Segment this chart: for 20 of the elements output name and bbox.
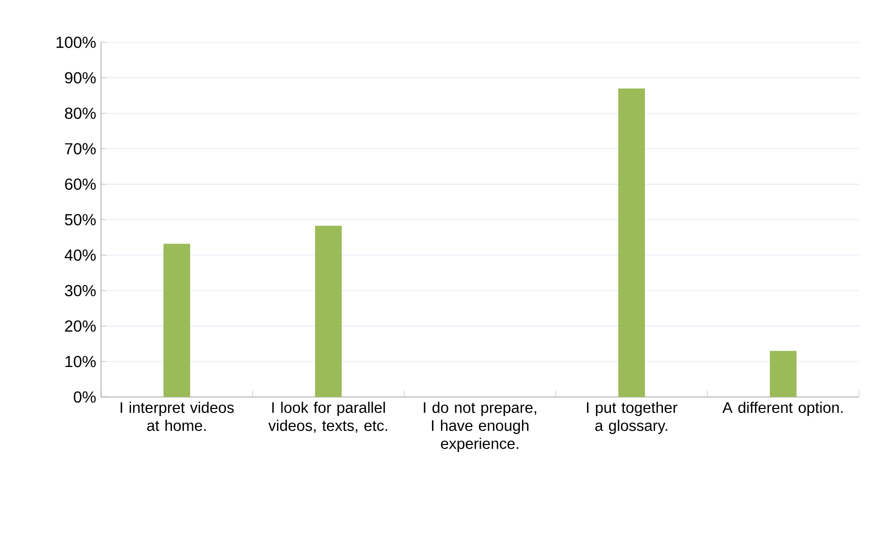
bar [315, 226, 342, 397]
y-tick-label: 0% [74, 391, 96, 403]
bar [770, 350, 797, 397]
y-tick-label: 90% [65, 72, 96, 84]
y-tick-label: 10% [65, 356, 96, 368]
y-tick-label: 80% [64, 108, 96, 119]
x-tick-label: I interpret videos at home. [120, 402, 234, 431]
bar [618, 88, 645, 397]
x-tick-label: I do not prepare, I have enough experience. [424, 402, 536, 452]
y-tick-label: 30% [64, 284, 96, 296]
x-tick-label: A different option. [722, 402, 843, 416]
y-tick-label: 70% [65, 143, 96, 154]
y-tick-label: 40% [64, 249, 96, 261]
y-tick-label: 50% [64, 214, 96, 226]
y-tick-label: 100% [56, 36, 96, 48]
y-tick-label: 20% [65, 320, 96, 332]
x-tick-label: I put together a glossary. [586, 402, 678, 434]
y-tick-label: 60% [65, 178, 96, 190]
bar [163, 244, 190, 397]
x-tick-label: I look for parallel videos, texts, etc. [268, 402, 388, 433]
